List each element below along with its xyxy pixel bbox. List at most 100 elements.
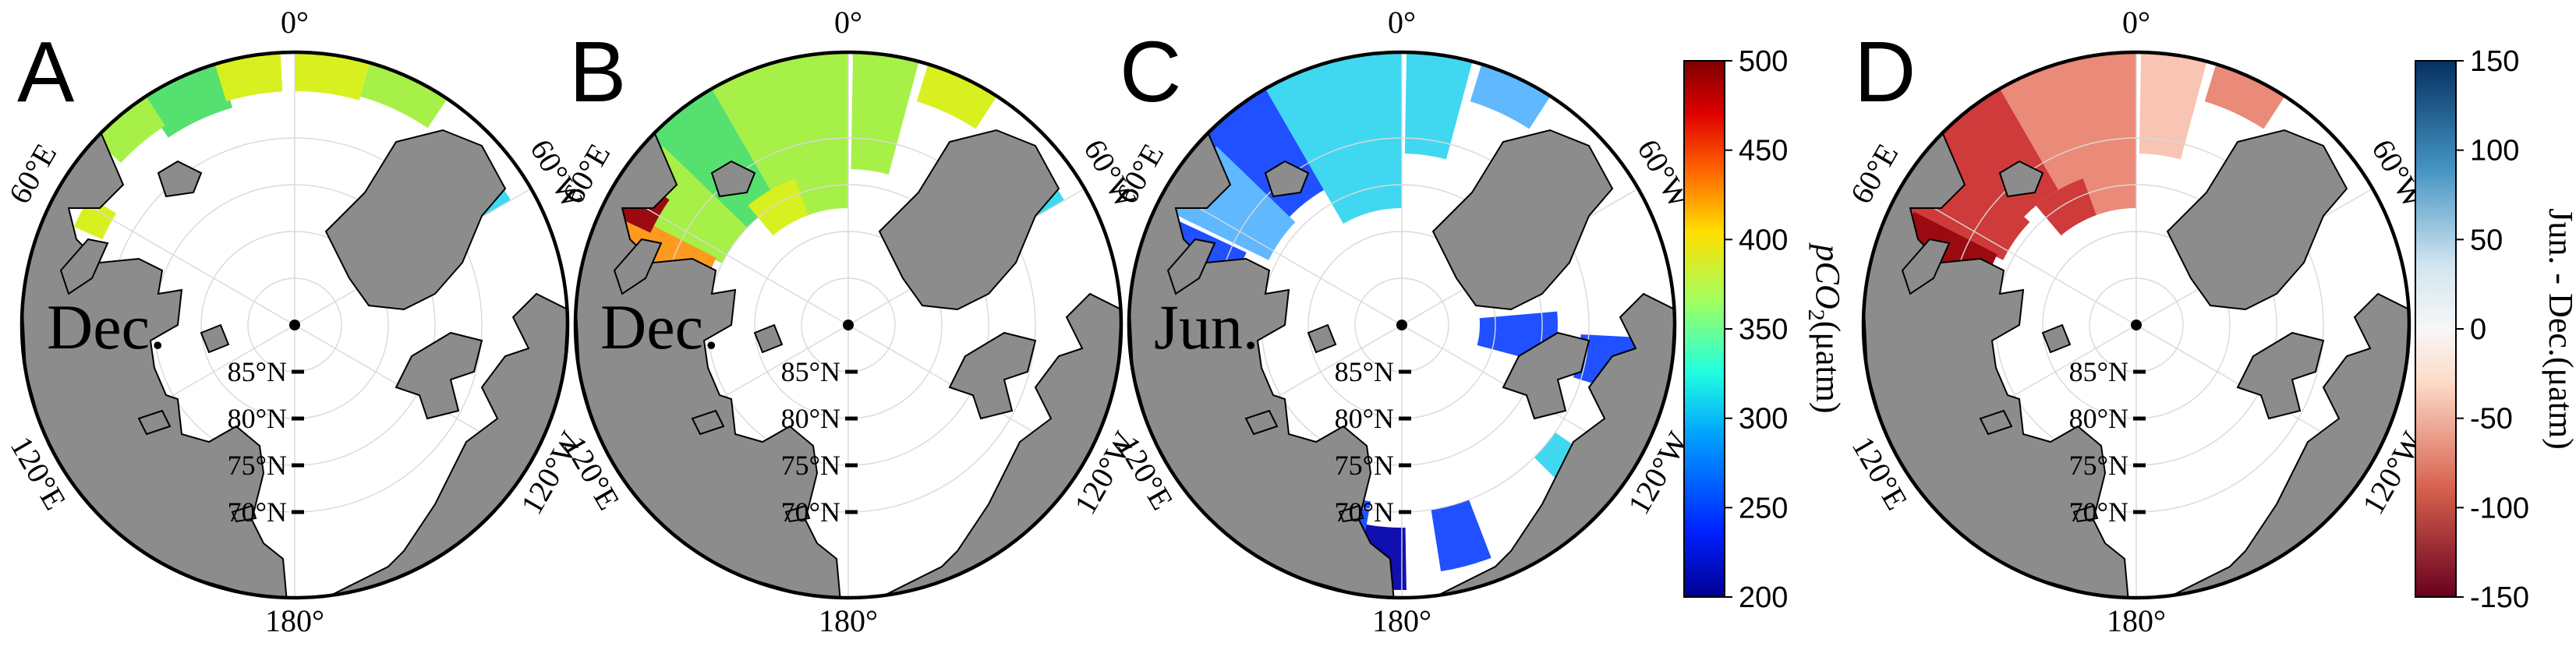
meridian-line	[58, 188, 295, 326]
colorbar-tick-label: 350	[1739, 313, 1788, 346]
land-masses	[22, 129, 568, 598]
wrangel-island-land	[231, 504, 257, 523]
data-cell	[916, 64, 997, 129]
data-cell	[2000, 52, 2136, 224]
colorbar-tick-label: 300	[1739, 403, 1788, 436]
data-cell	[95, 96, 165, 163]
latitude-label: 70°N	[2069, 496, 2128, 528]
longitude-label: 180°	[1372, 603, 1431, 638]
colorbar-tick-label: 500	[1739, 45, 1788, 78]
panel-b-month-label: Dec.	[600, 291, 720, 362]
north-pole-marker	[1396, 320, 1407, 330]
panel-c-month-label: Jun.	[1154, 291, 1258, 362]
latitude-labels: 85°N 80°N 75°N 70°N	[2069, 356, 2146, 528]
meridian-line	[611, 188, 849, 326]
meridian-line	[1899, 188, 2137, 326]
arctic-archipelago-land	[948, 331, 1037, 420]
severnaya-zemlya-land	[200, 323, 230, 354]
data-cell	[214, 52, 283, 102]
new-siberian-islands-land	[1979, 409, 2013, 436]
panel-a-letter: A	[17, 24, 75, 120]
colorbar-tick-label: 100	[2470, 135, 2519, 168]
latitude-label: 70°N	[1335, 496, 1394, 528]
svalbard-land	[710, 160, 756, 198]
severnaya-zemlya-land	[2041, 323, 2072, 354]
polar-map-c: 85°N80°N75°N70°N0°180°60°E120°E60°W120°W…	[1109, 5, 1697, 638]
colorbar-diff-gradient	[2415, 60, 2457, 598]
panel-c: C 85°N80°N75°N70°N0°180°60°E120°E60°W120…	[1109, 5, 1697, 638]
novaya-zemlya-land	[613, 238, 663, 295]
colorbar-tick-label: 450	[1739, 135, 1788, 168]
colorbar-diff-title: Jun. - Dec.(μatm)	[2542, 208, 2576, 449]
colorbar-tick-label: 400	[1739, 224, 1788, 256]
severnaya-zemlya-land	[1307, 323, 1337, 354]
meridian-line	[1165, 188, 1403, 326]
data-cell	[851, 52, 919, 175]
data-cell	[1265, 52, 1402, 224]
map-boundary	[19, 50, 570, 600]
land-masses	[1129, 129, 1675, 598]
data-cell	[142, 62, 233, 138]
panel-a-month-label: Dec.	[47, 291, 166, 362]
data-cell	[639, 88, 778, 235]
north-pole-marker	[843, 320, 854, 330]
arctic-archipelago-land	[1502, 331, 1591, 420]
new-siberian-islands-land	[1244, 409, 1279, 436]
data-cell	[2139, 52, 2207, 160]
latitude-labels: 85°N 80°N 75°N 70°N	[1335, 356, 1411, 528]
latitude-labels: 85°N 80°N 75°N 70°N	[781, 356, 858, 528]
data-cell	[1404, 52, 1473, 160]
latitude-labels: 85°N 80°N 75°N 70°N	[228, 356, 304, 528]
svalbard-land	[1264, 160, 1310, 198]
wrangel-island-land	[784, 504, 811, 523]
latitude-label: 80°N	[228, 403, 287, 434]
polar-map-a: 85°N80°N75°N70°N0°180°60°E120°E60°W120°W…	[2, 5, 590, 638]
longitude-label: 180°	[265, 603, 324, 638]
map-boundary	[573, 50, 1123, 600]
panel-b: B 85°N80°N75°N70°N0°180°60°E120°E60°W120…	[555, 5, 1144, 638]
colorbar-tick-label: 0	[2470, 313, 2486, 346]
latitude-label: 85°N	[1335, 356, 1394, 387]
data-cell	[295, 52, 370, 101]
latitude-label: 85°N	[228, 356, 287, 387]
data-cell	[2036, 178, 2097, 236]
panel-b-letter: B	[569, 24, 626, 120]
latitude-label: 75°N	[1335, 450, 1394, 481]
arctic-archipelago-land	[2236, 331, 2325, 420]
new-siberian-islands-land	[691, 409, 725, 436]
latitude-label: 80°N	[1335, 403, 1394, 434]
severnaya-zemlya-land	[753, 323, 784, 354]
latitude-label: 75°N	[2069, 450, 2128, 481]
colorbar-diff: 150 100 50 0 -50 -100 -150 Jun. - Dec.(μatm)	[2415, 45, 2576, 614]
latitude-label: 80°N	[2069, 403, 2128, 434]
colorbar-tick-label: -150	[2470, 581, 2529, 614]
greenland-land	[878, 129, 1060, 311]
latitude-label: 75°N	[781, 450, 840, 481]
greenland-land	[1431, 129, 1614, 311]
colorbar-pco2-gradient	[1683, 60, 1725, 598]
wrangel-island-land	[1338, 504, 1364, 523]
data-cell	[360, 62, 448, 129]
colorbar-diff-ticks: 150 100 50 0 -50 -100 -150	[2456, 45, 2529, 614]
data-cell	[1431, 500, 1491, 572]
colorbar-pco2-ticks: 500 450 400 350 300 250 200	[1725, 45, 1788, 614]
panel-a: A 85°N80°N75°N70°N0°180°60°E120°E60°W120…	[2, 5, 590, 638]
longitude-label: 0°	[2122, 5, 2150, 40]
data-cell	[1470, 64, 1551, 129]
arctic-archipelago-land	[395, 331, 483, 420]
latitude-label: 75°N	[228, 450, 287, 481]
svalbard-land	[1998, 160, 2044, 198]
latitude-label: 70°N	[228, 496, 287, 528]
latitude-label: 70°N	[781, 496, 840, 528]
greenland-land	[324, 129, 507, 311]
greenland-land	[2166, 129, 2348, 311]
colorbar-tick-label: -50	[2470, 403, 2513, 436]
svalbard-land	[157, 160, 203, 198]
novaya-zemlya-land	[1166, 238, 1216, 295]
map-boundary	[1127, 50, 1677, 600]
north-pole-marker	[2131, 320, 2142, 330]
longitude-label: 180°	[2107, 603, 2166, 638]
colorbar-tick-label: 250	[1739, 492, 1788, 525]
novaya-zemlya-land	[1901, 238, 1951, 295]
